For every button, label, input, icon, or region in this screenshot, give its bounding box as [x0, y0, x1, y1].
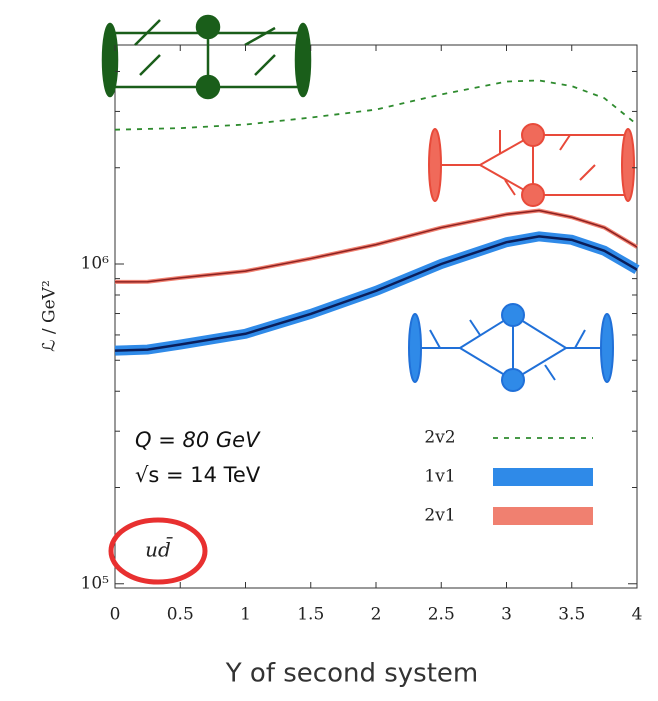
legend-swatch — [493, 507, 593, 525]
x-tick-label: 2 — [371, 605, 382, 625]
highlight-circle — [108, 517, 208, 585]
series-band — [114, 231, 640, 356]
series-line — [114, 209, 638, 283]
x-tick-label: 0.5 — [167, 605, 194, 625]
y-axis-label: ℒ / GeV² — [40, 280, 60, 352]
x-tick-label: 1.5 — [297, 605, 324, 625]
series-band — [114, 208, 639, 284]
x-tick-label: 3 — [501, 605, 512, 625]
diagram-2v1 — [428, 123, 635, 207]
y-tick-label: 10⁵ — [81, 573, 110, 593]
x-tick-label: 4 — [632, 605, 643, 625]
annotation: ud̄ — [145, 536, 173, 561]
y-tick-label: 10⁶ — [81, 253, 110, 273]
annotation: Q = 80 GeV — [135, 428, 261, 452]
x-tick-label: 1 — [240, 605, 251, 625]
x-tick-label: 0 — [110, 605, 121, 625]
legend-swatch — [493, 468, 593, 486]
annotation: √s = 14 TeV — [135, 463, 261, 487]
x-axis-label: Y of second system — [225, 659, 478, 689]
diagram-2v2 — [101, 14, 312, 100]
diagram-1v1 — [408, 303, 614, 392]
plot-frame — [114, 44, 638, 589]
legend-label: 2v1 — [424, 506, 455, 526]
series-line — [114, 235, 638, 352]
x-tick-label: 3.5 — [558, 605, 585, 625]
legend-label: 2v2 — [424, 428, 455, 448]
legend-label: 1v1 — [424, 467, 455, 487]
x-tick-label: 2.5 — [428, 605, 455, 625]
